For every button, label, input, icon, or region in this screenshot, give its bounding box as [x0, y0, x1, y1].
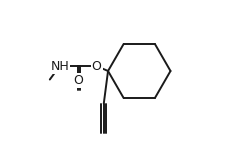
- Text: O: O: [91, 59, 101, 73]
- Text: O: O: [73, 74, 83, 87]
- Text: NH: NH: [50, 59, 69, 73]
